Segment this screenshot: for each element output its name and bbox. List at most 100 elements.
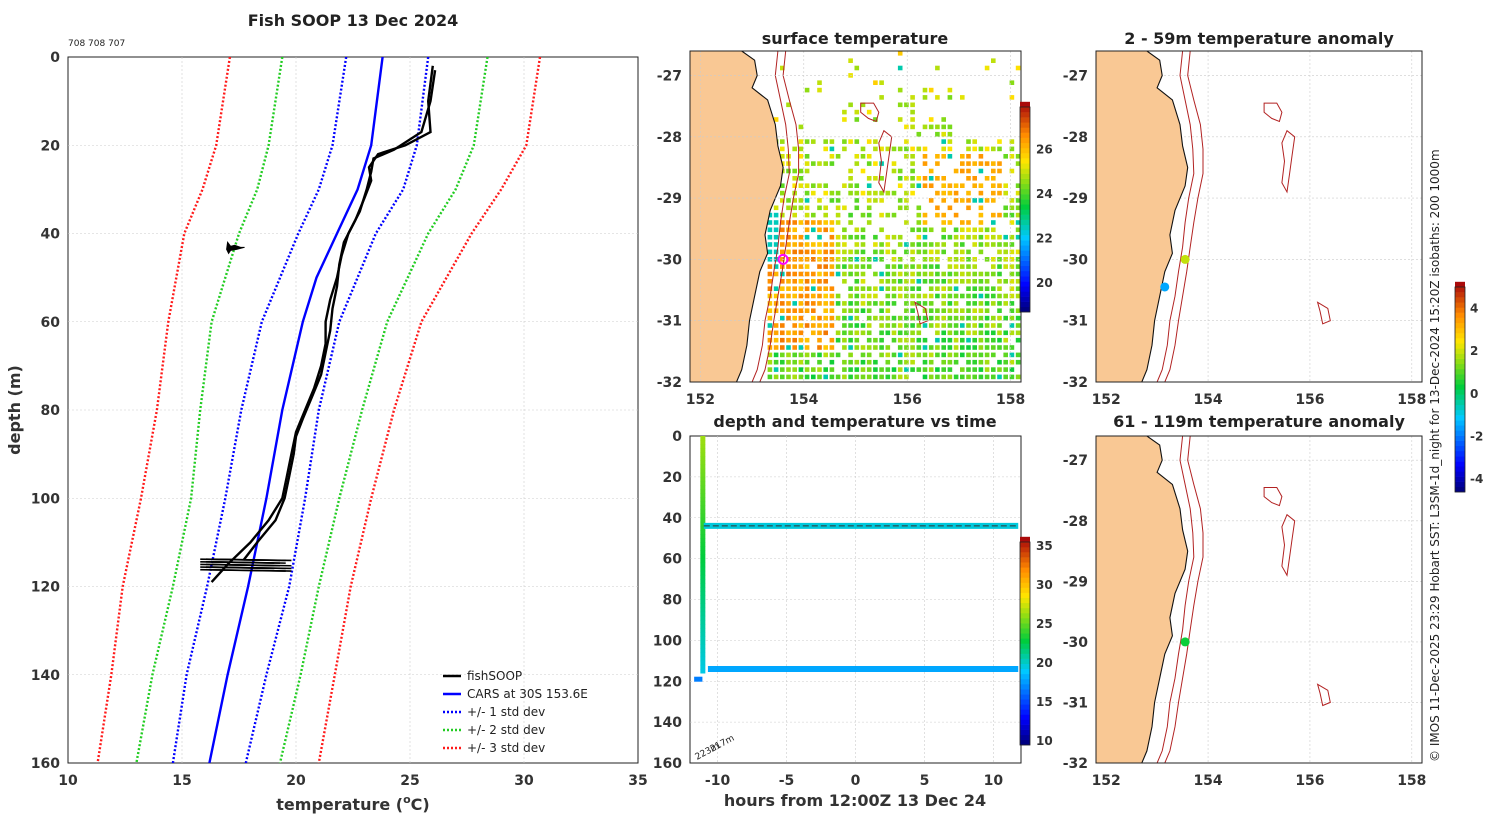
sst-cell	[941, 382, 946, 387]
sst-cell	[1003, 337, 1008, 343]
sst-cell	[928, 183, 934, 188]
sst-cell	[804, 352, 810, 358]
sst-cell	[947, 271, 953, 277]
anom-shallow-ticks: 152 154 156 158 -27 -28 -29 -30 -31 -32	[1063, 69, 1427, 408]
sst-cell	[953, 359, 959, 365]
sst-cell	[866, 301, 872, 306]
a1-land	[1096, 51, 1189, 382]
time-descent-segment	[700, 668, 706, 674]
sst-cell	[804, 212, 810, 218]
sst-colorbar-frame	[1019, 106, 1031, 313]
anomaly-colorbar-step	[1455, 317, 1465, 324]
sst-cell	[817, 198, 822, 203]
std2-left-line	[135, 57, 284, 763]
sst-cell	[904, 279, 909, 284]
anomaly-colorbar-label: -4	[1470, 472, 1483, 486]
sst-cell	[960, 154, 965, 159]
time-descent-segment	[700, 546, 706, 551]
map-ytick-label: -32	[1063, 756, 1088, 772]
sst-cell	[799, 382, 804, 387]
sst-cell	[767, 212, 773, 218]
sst-cell	[966, 264, 971, 269]
time-colorbar-step	[1020, 612, 1030, 619]
sst-cell	[842, 382, 847, 387]
sst-cell	[854, 227, 860, 233]
sst-colorbar-step	[1020, 255, 1030, 261]
sst-cell	[941, 352, 946, 358]
sst-cell	[811, 249, 816, 255]
sst-cell	[767, 374, 773, 380]
sst-cell	[842, 227, 847, 233]
sst-cell	[904, 323, 909, 328]
sst-cell	[829, 271, 835, 277]
sst-cell	[792, 301, 797, 306]
sst-colorbar-step	[1020, 214, 1030, 220]
sst-cell	[792, 382, 797, 387]
sst-cell	[960, 352, 965, 358]
sst-cell	[978, 183, 984, 188]
sst-cell	[792, 330, 797, 336]
sst-colorbar-step	[1020, 306, 1030, 313]
sst-cell	[767, 249, 773, 255]
sst-cell	[854, 154, 860, 159]
sst-cell	[978, 190, 984, 196]
sst-cell	[835, 301, 841, 306]
sst-cell	[823, 374, 828, 380]
sst-cell	[991, 337, 996, 343]
sst-cell	[978, 154, 984, 159]
anomaly-colorbar-label: 2	[1470, 344, 1478, 358]
sst-colorbar-step	[1020, 173, 1030, 179]
sst-cell	[842, 139, 847, 144]
sst-cell	[842, 315, 847, 321]
sst-cell	[773, 337, 779, 343]
sst-colorbar-step	[1020, 112, 1030, 118]
time-descent-segment	[700, 525, 706, 531]
sst-cell	[947, 374, 953, 380]
sst-cell	[997, 271, 1002, 277]
map-xtick-label: 156	[1295, 392, 1324, 408]
sst-cell	[966, 352, 971, 358]
sst-cell	[897, 65, 903, 71]
sst-cell	[1009, 264, 1015, 269]
sst-cell	[817, 227, 822, 233]
time-descent-segment	[700, 554, 706, 560]
sst-cell	[891, 301, 897, 306]
sst-cell	[829, 249, 835, 255]
time-colorbar-step	[1020, 577, 1030, 583]
sst-cell	[991, 146, 996, 152]
time-descent-segment	[700, 460, 706, 466]
sst-seamount	[878, 129, 893, 194]
time-xtick-label: 5	[920, 773, 930, 789]
sst-cell	[922, 234, 928, 240]
sst-cell	[780, 65, 785, 71]
sst-cell	[984, 146, 990, 152]
sst-cell	[873, 249, 878, 255]
sst-cell	[879, 382, 884, 387]
sst-cell	[947, 124, 953, 130]
legend-label: +/- 3 std dev	[467, 741, 545, 755]
sst-cell	[985, 382, 990, 387]
sst-cell	[966, 249, 971, 255]
sst-cell	[848, 234, 853, 240]
sst-cell	[848, 220, 853, 225]
sst-cell	[941, 124, 946, 130]
sst-cell	[860, 102, 866, 108]
sst-cell	[947, 234, 953, 240]
sst-cell	[984, 345, 990, 350]
time-colorbar: 10 15 20 25 30 35	[1019, 536, 1053, 748]
sst-cell	[991, 323, 996, 328]
sst-colorbar-step	[1020, 188, 1030, 195]
sst-cell	[935, 154, 940, 159]
time-descent-segment	[700, 534, 706, 539]
sst-cell	[823, 352, 828, 358]
sst-colorbar-step	[1020, 260, 1030, 267]
time-colorbar-frame	[1019, 541, 1031, 746]
sst-cell	[922, 279, 928, 284]
sst-cell	[897, 87, 903, 93]
sst-cell	[1015, 279, 1021, 284]
sst-cell	[904, 271, 909, 277]
sst-cell	[991, 190, 996, 196]
std1-left-line	[171, 57, 348, 763]
time-descent-segment	[700, 468, 706, 474]
profile-xtick-label: 30	[514, 773, 534, 789]
